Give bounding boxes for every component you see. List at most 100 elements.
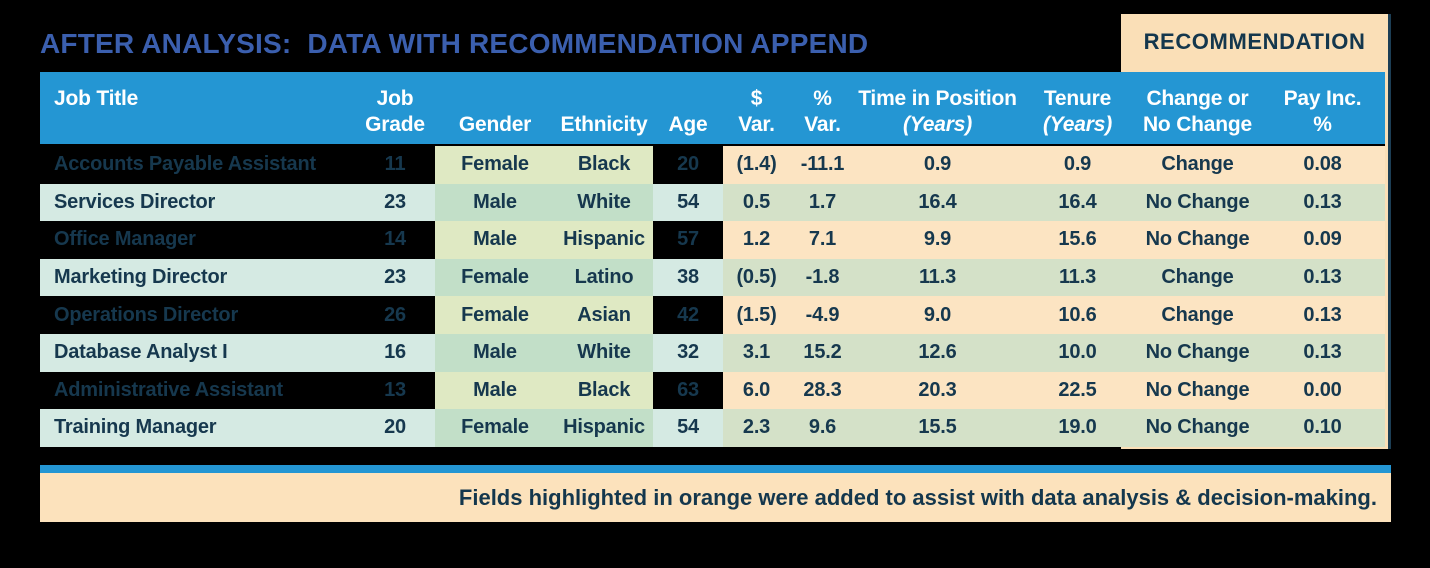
table-cell: Office Manager [54, 228, 196, 251]
header-cell-7: Time in Position (Years) [855, 72, 1020, 146]
table-cell: Hispanic [555, 221, 653, 259]
header-cell-0: Job Title [40, 72, 355, 146]
table-cell: Administrative Assistant [54, 378, 283, 401]
table-cell: 20 [677, 153, 699, 176]
table-cell: Female [435, 258, 555, 297]
table-cell: 0.13 [1260, 296, 1385, 334]
table-cell: 11.3 [855, 258, 1020, 297]
header-line1: Job [376, 87, 414, 110]
table-cell: No Change [1135, 371, 1260, 410]
table-cell: 42 [677, 303, 699, 326]
table-cell: 7.1 [790, 221, 855, 259]
table-cell: 0.9 [1020, 146, 1135, 184]
table-cell: 32 [653, 333, 723, 372]
table-cell: 19.0 [1020, 409, 1135, 447]
table-cell: 0.13 [1260, 333, 1385, 372]
bottom-bar [40, 465, 1391, 473]
recommendation-label: RECOMMENDATION [1143, 29, 1366, 54]
header-line2: % [1313, 113, 1332, 136]
table-cell: 9.9 [855, 221, 1020, 259]
table-cell: 0.00 [1260, 371, 1385, 410]
header-cell-4: Age [653, 72, 723, 146]
header-line1: Change or [1146, 87, 1249, 110]
table-cell: 0.09 [1260, 221, 1385, 259]
table-cell: (0.5) [723, 258, 790, 297]
page-title: AFTER ANALYSIS: DATA WITH RECOMMENDATION… [40, 28, 869, 59]
table-cell: Latino [555, 258, 653, 297]
table-cell: (1.5) [723, 296, 790, 334]
table-cell: 16.4 [1020, 183, 1135, 222]
table-cell: Services Director [40, 183, 355, 222]
table-cell: 13 [384, 378, 406, 401]
table-cell: 0.5 [723, 183, 790, 222]
header-line2: (Years) [902, 113, 973, 136]
table-cell: Black [555, 146, 653, 184]
table-cell: 0.9 [855, 146, 1020, 184]
table-cell: No Change [1135, 333, 1260, 372]
header-line2: Var. [804, 113, 841, 136]
table-cell: 9.0 [855, 296, 1020, 334]
table-cell: 15.2 [790, 333, 855, 372]
table-cell: Training Manager [40, 409, 355, 447]
table-cell: 16 [355, 333, 435, 372]
table-cell: 38 [653, 258, 723, 297]
table-cell: Hispanic [555, 409, 653, 447]
table-cell: 16.4 [855, 183, 1020, 222]
table-cell: 9.6 [790, 409, 855, 447]
table-cell: -1.8 [790, 258, 855, 297]
table-cell: Operations Director [54, 303, 239, 326]
table-cell: 23 [355, 258, 435, 297]
header-line1: $ [750, 87, 763, 110]
table-cell: Change [1135, 296, 1260, 334]
header-cell-8: Tenure (Years) [1020, 72, 1135, 146]
table-cell: 1.7 [790, 183, 855, 222]
table-cell: 6.0 [723, 371, 790, 410]
table-cell: 12.6 [855, 333, 1020, 372]
table-cell: 22.5 [1020, 371, 1135, 410]
table-cell: 20 [355, 409, 435, 447]
table-cell: 2.3 [723, 409, 790, 447]
table-cell: -11.1 [790, 146, 855, 184]
header-cell-10: Pay Inc.% [1260, 72, 1385, 146]
table-cell: 15.6 [1020, 221, 1135, 259]
table-cell: Change [1135, 258, 1260, 297]
table-cell: Accounts Payable Assistant [54, 153, 316, 176]
table-cell: 11 [384, 153, 406, 176]
table-cell: -4.9 [790, 296, 855, 334]
header-line2: Age [668, 113, 708, 136]
header-line1: Time in Position [858, 87, 1017, 110]
header-cell-3: Ethnicity [555, 72, 653, 146]
header-cell-5: $ Var. [723, 72, 790, 146]
table-cell: 20.3 [855, 371, 1020, 410]
header-cell-6: % Var. [790, 72, 855, 146]
table-cell: Female [435, 296, 555, 334]
table-cell: Database Analyst I [40, 333, 355, 372]
table-cell: White [555, 333, 653, 372]
table-cell: No Change [1135, 409, 1260, 447]
table-cell: Change [1135, 146, 1260, 184]
header-line2: Ethnicity [560, 113, 648, 136]
table-cell: (1.4) [723, 146, 790, 184]
table-cell: Male [435, 183, 555, 222]
table-cell: 0.13 [1260, 183, 1385, 222]
table-cell: 54 [653, 183, 723, 222]
table-cell: Male [435, 221, 555, 259]
header-line2: Grade [365, 113, 425, 136]
table-cell: 63 [677, 378, 699, 401]
table-cell: 57 [677, 228, 699, 251]
header-line1: Pay Inc. [1283, 87, 1362, 110]
table-cell: Male [435, 333, 555, 372]
table-cell: 54 [653, 409, 723, 447]
table-cell: 11.3 [1020, 258, 1135, 297]
header-line2: Var. [738, 113, 775, 136]
table-cell: Male [435, 371, 555, 410]
table-cell: 28.3 [790, 371, 855, 410]
table-cell: 26 [384, 303, 406, 326]
header-line1: % [813, 87, 832, 110]
header-cell-9: Change or No Change [1135, 72, 1260, 146]
data-table: Job Title Job Grade Gender Ethnicity Age $ Var.… [40, 72, 1385, 447]
table-cell: 0.13 [1260, 258, 1385, 297]
header-line2: (Years) [1042, 113, 1113, 136]
table-cell: 14 [384, 228, 406, 251]
table-cell: 10.0 [1020, 333, 1135, 372]
